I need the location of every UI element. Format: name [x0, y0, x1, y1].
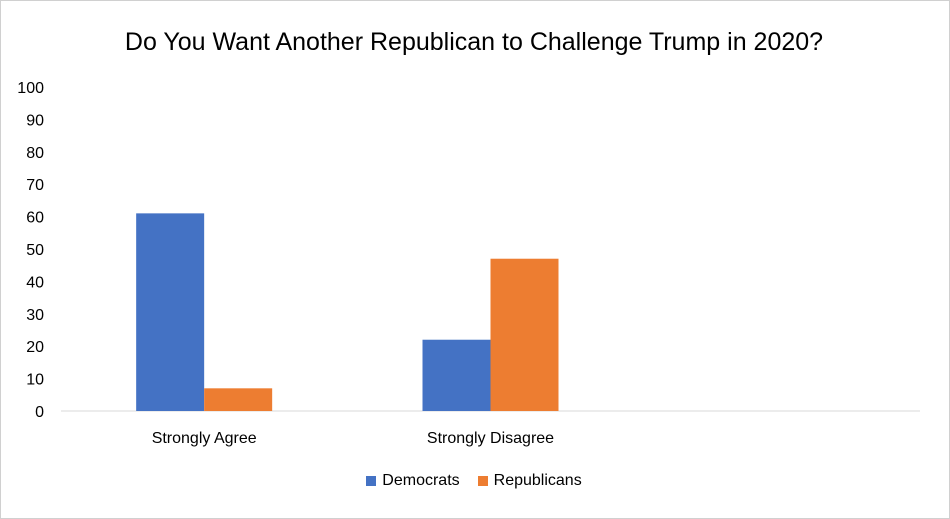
legend-label-democrats: Democrats — [382, 472, 460, 489]
y-tick-label: 60 — [26, 210, 44, 227]
legend: Democrats Republicans — [0, 472, 948, 490]
legend-swatch-republicans — [477, 476, 488, 486]
y-tick-label: 0 — [35, 404, 44, 421]
bar-republicans-strongly-disagree — [490, 258, 559, 411]
y-tick-label: 40 — [26, 274, 44, 291]
x-category-label: Strongly Agree — [152, 430, 257, 447]
y-tick-label: 100 — [17, 80, 44, 97]
y-tick-label: 90 — [26, 112, 44, 129]
legend-item-republicans: Republicans — [477, 472, 582, 490]
legend-label-republicans: Republicans — [493, 472, 582, 489]
bar-republicans-strongly-agree — [204, 388, 273, 411]
x-category-label: Strongly Disagree — [427, 430, 554, 447]
bar-democrats-strongly-disagree — [422, 339, 491, 411]
y-tick-label: 20 — [26, 339, 44, 356]
bar-democrats-strongly-agree — [136, 213, 205, 411]
legend-item-democrats: Democrats — [366, 472, 460, 490]
legend-swatch-democrats — [366, 476, 377, 486]
y-tick-label: 80 — [26, 145, 44, 162]
y-tick-label: 70 — [26, 177, 44, 194]
chart-title: Do You Want Another Republican to Challe… — [124, 28, 824, 56]
y-tick-label: 50 — [26, 242, 44, 259]
y-tick-label: 30 — [26, 307, 44, 324]
y-tick-label: 10 — [26, 372, 44, 389]
